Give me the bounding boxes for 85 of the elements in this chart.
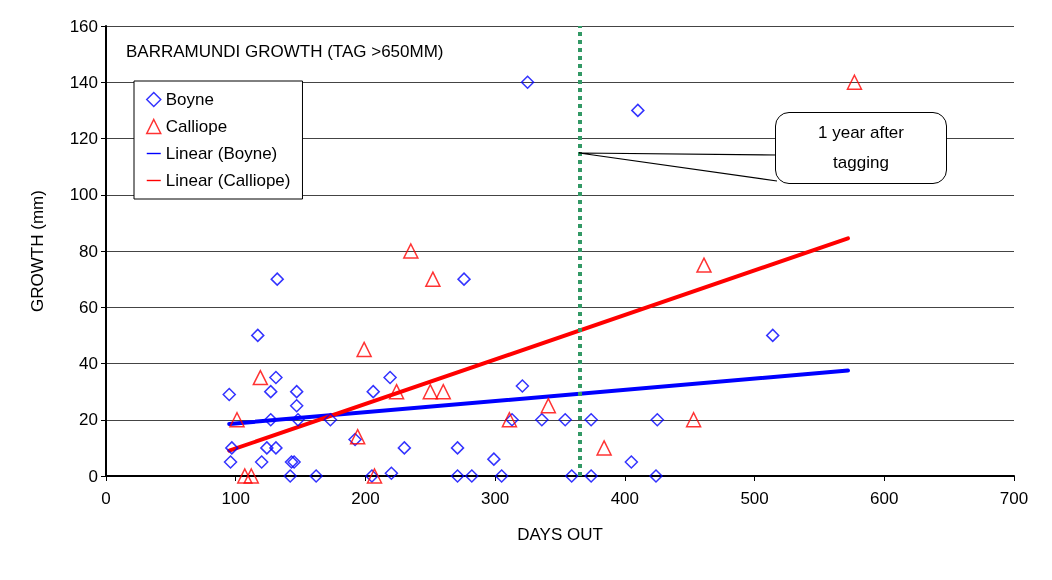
y-tick-label: 80 (79, 241, 98, 261)
point (403, 243, 419, 259)
point (564, 469, 579, 483)
y-tick-label: 60 (79, 297, 98, 317)
point (309, 469, 323, 483)
point (348, 432, 362, 447)
point (487, 452, 501, 466)
callout: 1 year after tagging (578, 112, 948, 184)
x-tick-label: 400 (610, 489, 640, 508)
point (384, 466, 399, 480)
point (263, 384, 278, 399)
point (535, 413, 549, 427)
y-tick-label: 0 (88, 466, 98, 486)
point (685, 412, 702, 428)
point (696, 257, 712, 273)
point (223, 455, 238, 469)
point (260, 441, 274, 455)
x-tick-label: 700 (999, 489, 1029, 508)
point (584, 469, 598, 483)
point (252, 369, 269, 386)
y-axis-title: GROWTH (mm) (28, 190, 47, 312)
x-tick-label: 100 (221, 489, 250, 508)
x-tick-label: 200 (351, 489, 380, 508)
point (494, 469, 509, 483)
point (251, 328, 265, 343)
point (540, 397, 557, 414)
point (229, 412, 245, 428)
y-tick-label: 100 (69, 185, 98, 205)
point (515, 379, 530, 393)
legend-label: Linear (Boyne) (165, 144, 278, 163)
annotation: 1 year after tagging (775, 112, 947, 184)
point (650, 413, 665, 427)
point (366, 384, 380, 399)
x-tick-label: 500 (740, 489, 769, 508)
point (269, 370, 283, 385)
point (631, 103, 645, 118)
point (649, 469, 663, 483)
point (425, 271, 441, 287)
x-tick-label: 0 (101, 489, 111, 508)
point (388, 383, 405, 400)
legend-label: Calliope (165, 117, 228, 136)
text: BARRAMUNDI GROWTH (TAG >650MM) (126, 42, 444, 61)
point (520, 75, 535, 89)
y-tick-label: 40 (79, 354, 98, 373)
point (596, 440, 612, 456)
point (269, 441, 283, 455)
point (435, 383, 452, 400)
point (584, 413, 598, 427)
point (624, 455, 639, 469)
point (289, 398, 304, 413)
point (291, 413, 305, 427)
point (365, 469, 379, 483)
point (289, 384, 304, 399)
point (323, 413, 338, 427)
point (450, 469, 465, 483)
legend-label: Boyne (165, 90, 214, 109)
point (846, 74, 863, 90)
y-tick-label: 20 (79, 410, 98, 430)
point (356, 341, 372, 358)
point (225, 441, 239, 455)
y-tick-label: 140 (69, 72, 98, 92)
point (222, 387, 236, 402)
point (765, 328, 780, 343)
point (243, 468, 260, 484)
point (283, 469, 297, 483)
point (558, 413, 572, 427)
point (465, 469, 479, 483)
point (263, 413, 278, 427)
x-tick-label: 300 (480, 489, 510, 508)
point (505, 413, 519, 427)
point (270, 272, 284, 286)
point (450, 441, 465, 455)
point (366, 468, 383, 484)
point (237, 468, 253, 484)
x-axis-title: DAYS OUT (517, 525, 603, 544)
x-tick-label: 600 (870, 489, 899, 508)
point (254, 455, 269, 469)
point (422, 383, 439, 400)
point (349, 428, 366, 445)
point (457, 272, 471, 286)
point (383, 370, 397, 385)
y-tick-label: 120 (69, 129, 98, 148)
y-tick-label: 160 (69, 16, 98, 36)
point (397, 441, 412, 455)
legend-label: Linear (Calliope) (165, 171, 291, 190)
